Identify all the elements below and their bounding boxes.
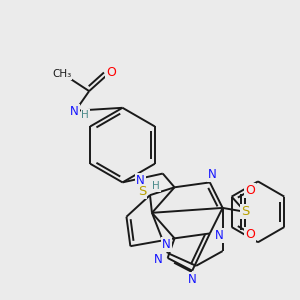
- Text: N: N: [208, 168, 216, 181]
- Text: O: O: [245, 184, 255, 197]
- Text: O: O: [245, 228, 255, 241]
- Text: CH₃: CH₃: [52, 69, 71, 80]
- Text: N: N: [70, 105, 79, 118]
- Text: S: S: [138, 185, 146, 198]
- Text: N: N: [136, 174, 145, 187]
- Text: H: H: [152, 181, 160, 191]
- Text: N: N: [188, 273, 197, 286]
- Text: S: S: [241, 205, 249, 218]
- Text: N: N: [154, 254, 162, 266]
- Text: O: O: [106, 66, 116, 79]
- Text: N: N: [162, 238, 171, 251]
- Text: H: H: [81, 110, 89, 120]
- Text: N: N: [215, 229, 224, 242]
